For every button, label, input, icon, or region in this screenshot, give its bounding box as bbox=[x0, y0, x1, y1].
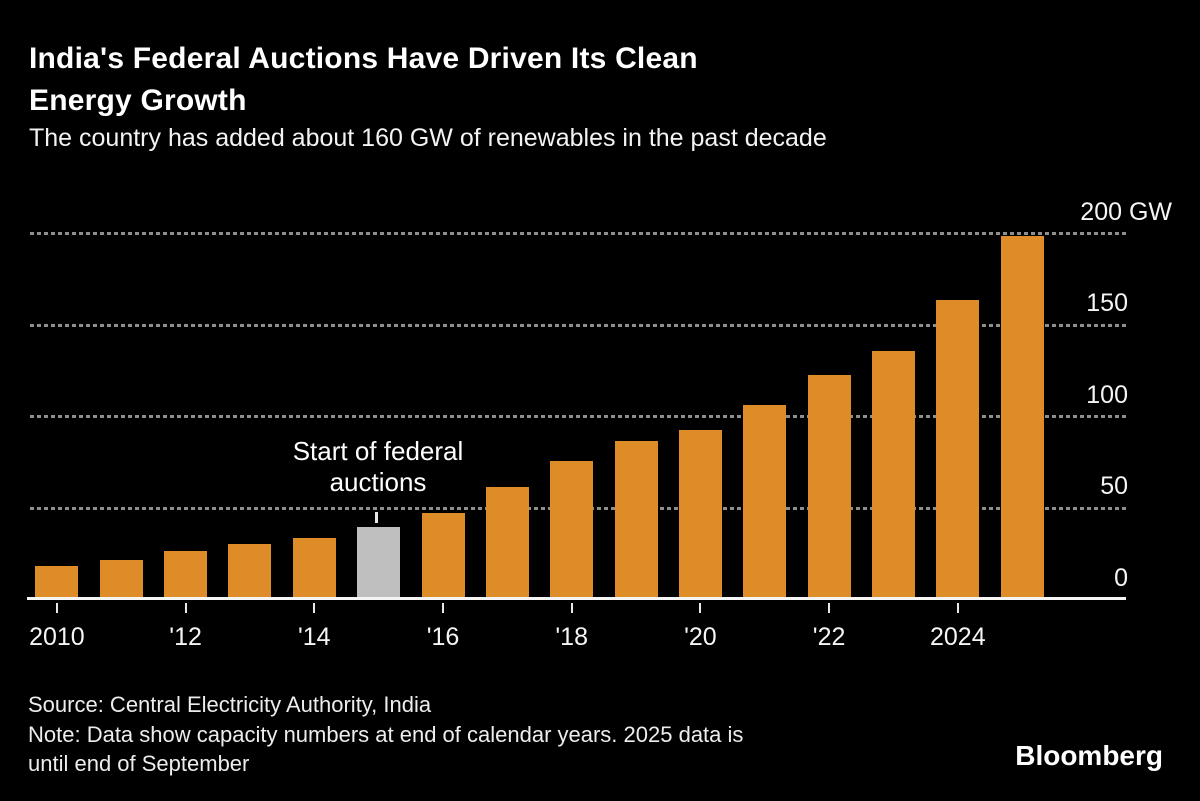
y-axis-label-50: 50 bbox=[1100, 472, 1128, 501]
chart-title-line-2: Energy Growth bbox=[29, 84, 247, 117]
note-text-line-1: Note: Data show capacity numbers at end … bbox=[28, 722, 744, 747]
x-tick-2016 bbox=[442, 603, 444, 613]
bar-2011 bbox=[99, 560, 143, 597]
bar-2010 bbox=[35, 565, 79, 597]
x-axis-label-2018: '18 bbox=[555, 623, 588, 651]
bar-2012 bbox=[164, 551, 208, 597]
x-tick-2014 bbox=[313, 603, 316, 613]
bar-2015 bbox=[357, 527, 401, 597]
bar-2014 bbox=[292, 538, 336, 597]
annotation-label: Start of federal auctions bbox=[292, 436, 464, 497]
chart-subtitle: The country has added about 160 GW of re… bbox=[29, 124, 827, 152]
x-axis-label-2020: '20 bbox=[684, 623, 717, 651]
y-axis-label-0: 0 bbox=[1114, 564, 1128, 592]
bar-2022 bbox=[807, 375, 851, 597]
source-text: Source: Central Electricity Authority, I… bbox=[28, 692, 432, 717]
x-axis-label-2010: 2010 bbox=[29, 623, 85, 651]
bar-2021 bbox=[743, 404, 787, 597]
annotation-pointer-tick bbox=[375, 512, 378, 523]
note-text-line-2: until end of September bbox=[28, 751, 250, 776]
bar-2016 bbox=[421, 512, 465, 597]
x-tick-2020 bbox=[699, 603, 702, 613]
x-tick-2024 bbox=[956, 603, 959, 613]
bar-2018 bbox=[550, 461, 594, 597]
chart-title-line-1: India's Federal Auctions Have Driven Its… bbox=[29, 42, 698, 75]
bar-2013 bbox=[228, 543, 272, 597]
bloomberg-logo: Bloomberg bbox=[1015, 740, 1163, 771]
x-axis-label-2016: '16 bbox=[426, 623, 460, 651]
x-tick-2018 bbox=[570, 603, 573, 613]
y-axis-label-200: 200 GW bbox=[1080, 197, 1172, 226]
gridline-100 bbox=[30, 415, 1128, 419]
x-axis-label-2014: '14 bbox=[298, 623, 331, 651]
x-axis-label-2012: '12 bbox=[169, 623, 202, 651]
x-tick-2012 bbox=[184, 603, 187, 613]
x-tick-2022 bbox=[828, 603, 831, 613]
x-tick-2010 bbox=[55, 603, 58, 613]
bar-2025 bbox=[1000, 235, 1044, 597]
x-axis-line bbox=[27, 597, 1126, 600]
bar-2020 bbox=[678, 430, 722, 597]
bar-2023 bbox=[871, 351, 915, 597]
gridline-150 bbox=[30, 323, 1128, 327]
bar-2017 bbox=[485, 487, 529, 597]
x-axis-label-2022: '22 bbox=[812, 623, 846, 651]
x-axis-label-2024: 2024 bbox=[929, 623, 986, 651]
bar-2019 bbox=[614, 441, 658, 597]
y-axis-label-100: 100 bbox=[1086, 380, 1128, 409]
y-axis-label-150: 150 bbox=[1086, 289, 1128, 318]
gridline-200 bbox=[30, 232, 1128, 235]
bar-2024 bbox=[936, 300, 980, 597]
